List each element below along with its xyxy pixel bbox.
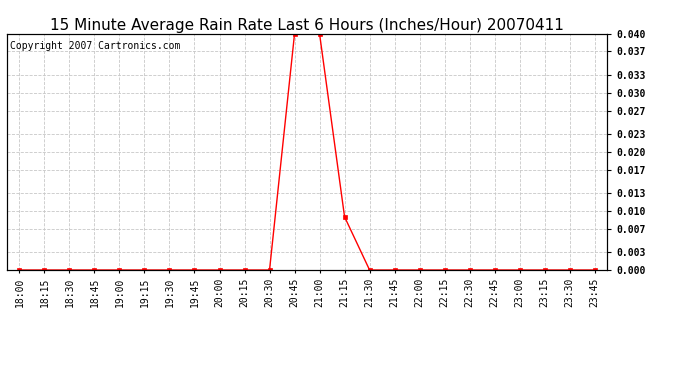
Title: 15 Minute Average Rain Rate Last 6 Hours (Inches/Hour) 20070411: 15 Minute Average Rain Rate Last 6 Hours… — [50, 18, 564, 33]
Text: Copyright 2007 Cartronics.com: Copyright 2007 Cartronics.com — [10, 41, 180, 51]
